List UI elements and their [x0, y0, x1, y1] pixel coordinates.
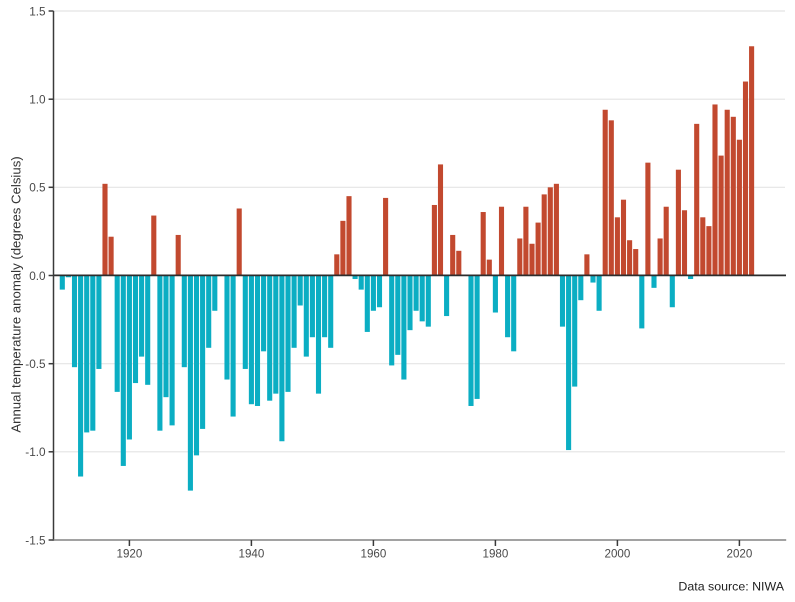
svg-text:Annual temperature anomaly (de: Annual temperature anomaly (degrees Cels…: [9, 156, 24, 432]
svg-text:1920: 1920: [117, 548, 143, 561]
svg-text:1960: 1960: [361, 548, 387, 561]
svg-text:2020: 2020: [727, 548, 753, 561]
svg-text:1.5: 1.5: [29, 4, 46, 18]
svg-text:0.5: 0.5: [29, 181, 46, 195]
svg-text:2000: 2000: [605, 548, 631, 561]
svg-text:1.0: 1.0: [29, 93, 46, 107]
svg-text:-1.0: -1.0: [25, 445, 46, 459]
svg-text:-0.5: -0.5: [25, 357, 46, 371]
svg-text:Data source: NIWA: Data source: NIWA: [678, 580, 784, 594]
svg-text:1980: 1980: [483, 548, 509, 561]
svg-text:0.0: 0.0: [29, 269, 46, 283]
svg-text:-1.5: -1.5: [25, 533, 46, 547]
svg-text:1940: 1940: [239, 548, 265, 561]
